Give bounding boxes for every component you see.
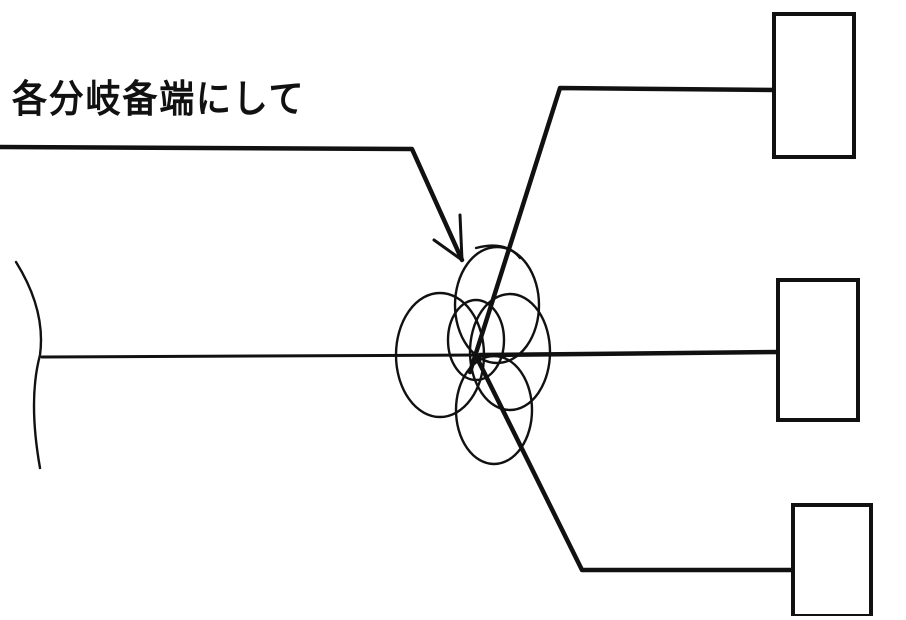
leader-arrowhead <box>432 213 464 262</box>
splice-loop-top <box>453 245 541 365</box>
branch-end-label: 各分岐备端にして <box>12 77 306 121</box>
trunk-wire-end-curve <box>14 260 43 470</box>
leader-line <box>0 144 465 263</box>
splice-loop-right <box>468 292 552 412</box>
trunk-wire <box>40 353 482 359</box>
splice-loop-center <box>446 298 506 382</box>
branch-wire-lower <box>473 353 799 573</box>
branch-wire-middle <box>477 349 783 358</box>
branch-wire-upper <box>467 85 781 375</box>
splice-loop-arrow <box>474 244 522 260</box>
terminal-box-upper <box>772 12 856 159</box>
terminal-box-lower <box>791 503 873 618</box>
terminal-box-middle <box>776 278 860 422</box>
